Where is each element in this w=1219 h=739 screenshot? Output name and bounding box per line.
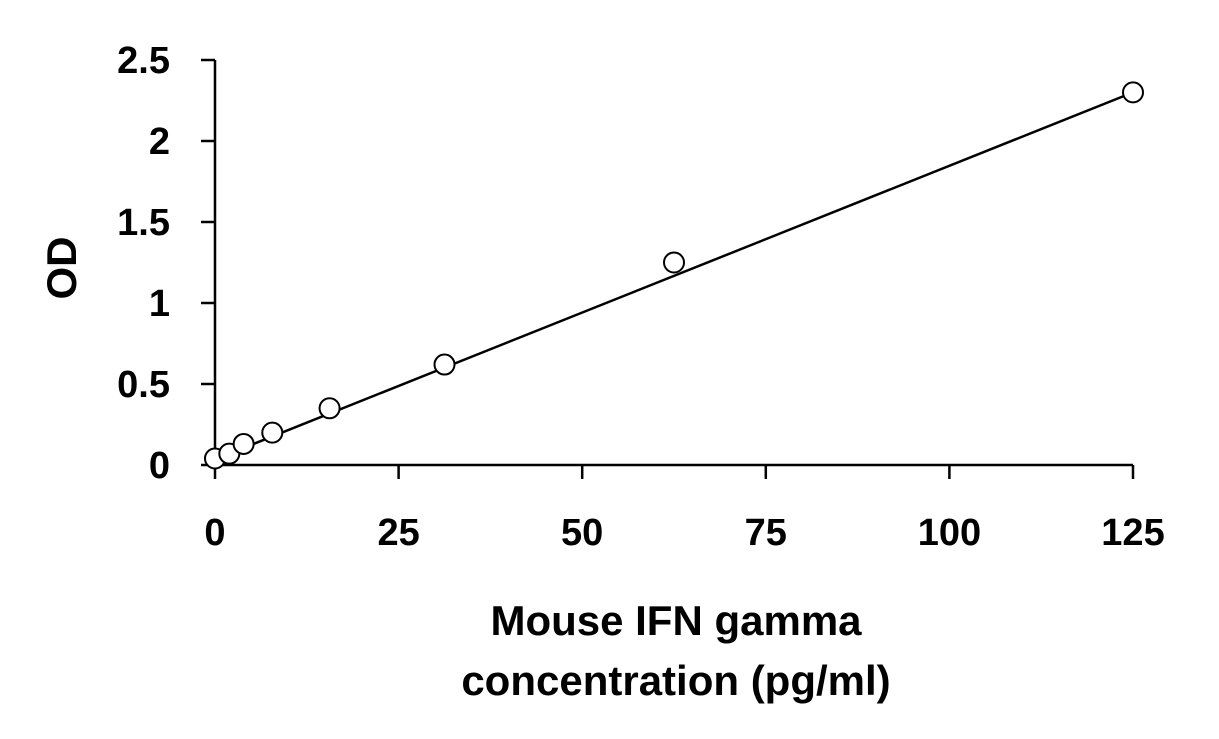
data-point: [318, 397, 341, 420]
y-tick-label: 1.5: [117, 202, 170, 244]
y-tick-label: 0: [149, 445, 170, 487]
x-axis-title-line: concentration (pg/ml): [461, 657, 890, 704]
data-points: [204, 81, 1144, 470]
data-point: [433, 353, 456, 376]
data-point: [232, 432, 255, 455]
x-tick-label: 75: [745, 512, 787, 554]
data-point: [663, 251, 685, 274]
y-tick-label: 2: [149, 121, 170, 163]
trendline-group: [214, 91, 1134, 461]
data-point: [261, 421, 284, 444]
axis-titles: Mouse IFN gamma concentration (pg/ml) OD: [38, 237, 891, 705]
axes: [213, 60, 1133, 467]
x-tick-label: 0: [204, 512, 225, 554]
x-tick-label: 25: [377, 512, 419, 554]
y-axis-title: OD: [38, 237, 85, 300]
x-axis-title-line: Mouse IFN gamma: [490, 597, 862, 644]
x-tick-label: 100: [918, 512, 981, 554]
y-axis-ticks: 0 0.5 1 1.5 2 2.5: [117, 40, 215, 487]
x-tick-label: 50: [561, 512, 603, 554]
x-axis-ticks: 0 25 50 75 100 125: [204, 465, 1165, 554]
data-point: [1122, 81, 1144, 104]
x-tick-label: 125: [1101, 512, 1164, 554]
y-tick-label: 1: [149, 283, 170, 325]
y-tick-label: 0.5: [117, 364, 170, 406]
trendline: [214, 91, 1134, 461]
y-tick-label: 2.5: [117, 40, 170, 82]
